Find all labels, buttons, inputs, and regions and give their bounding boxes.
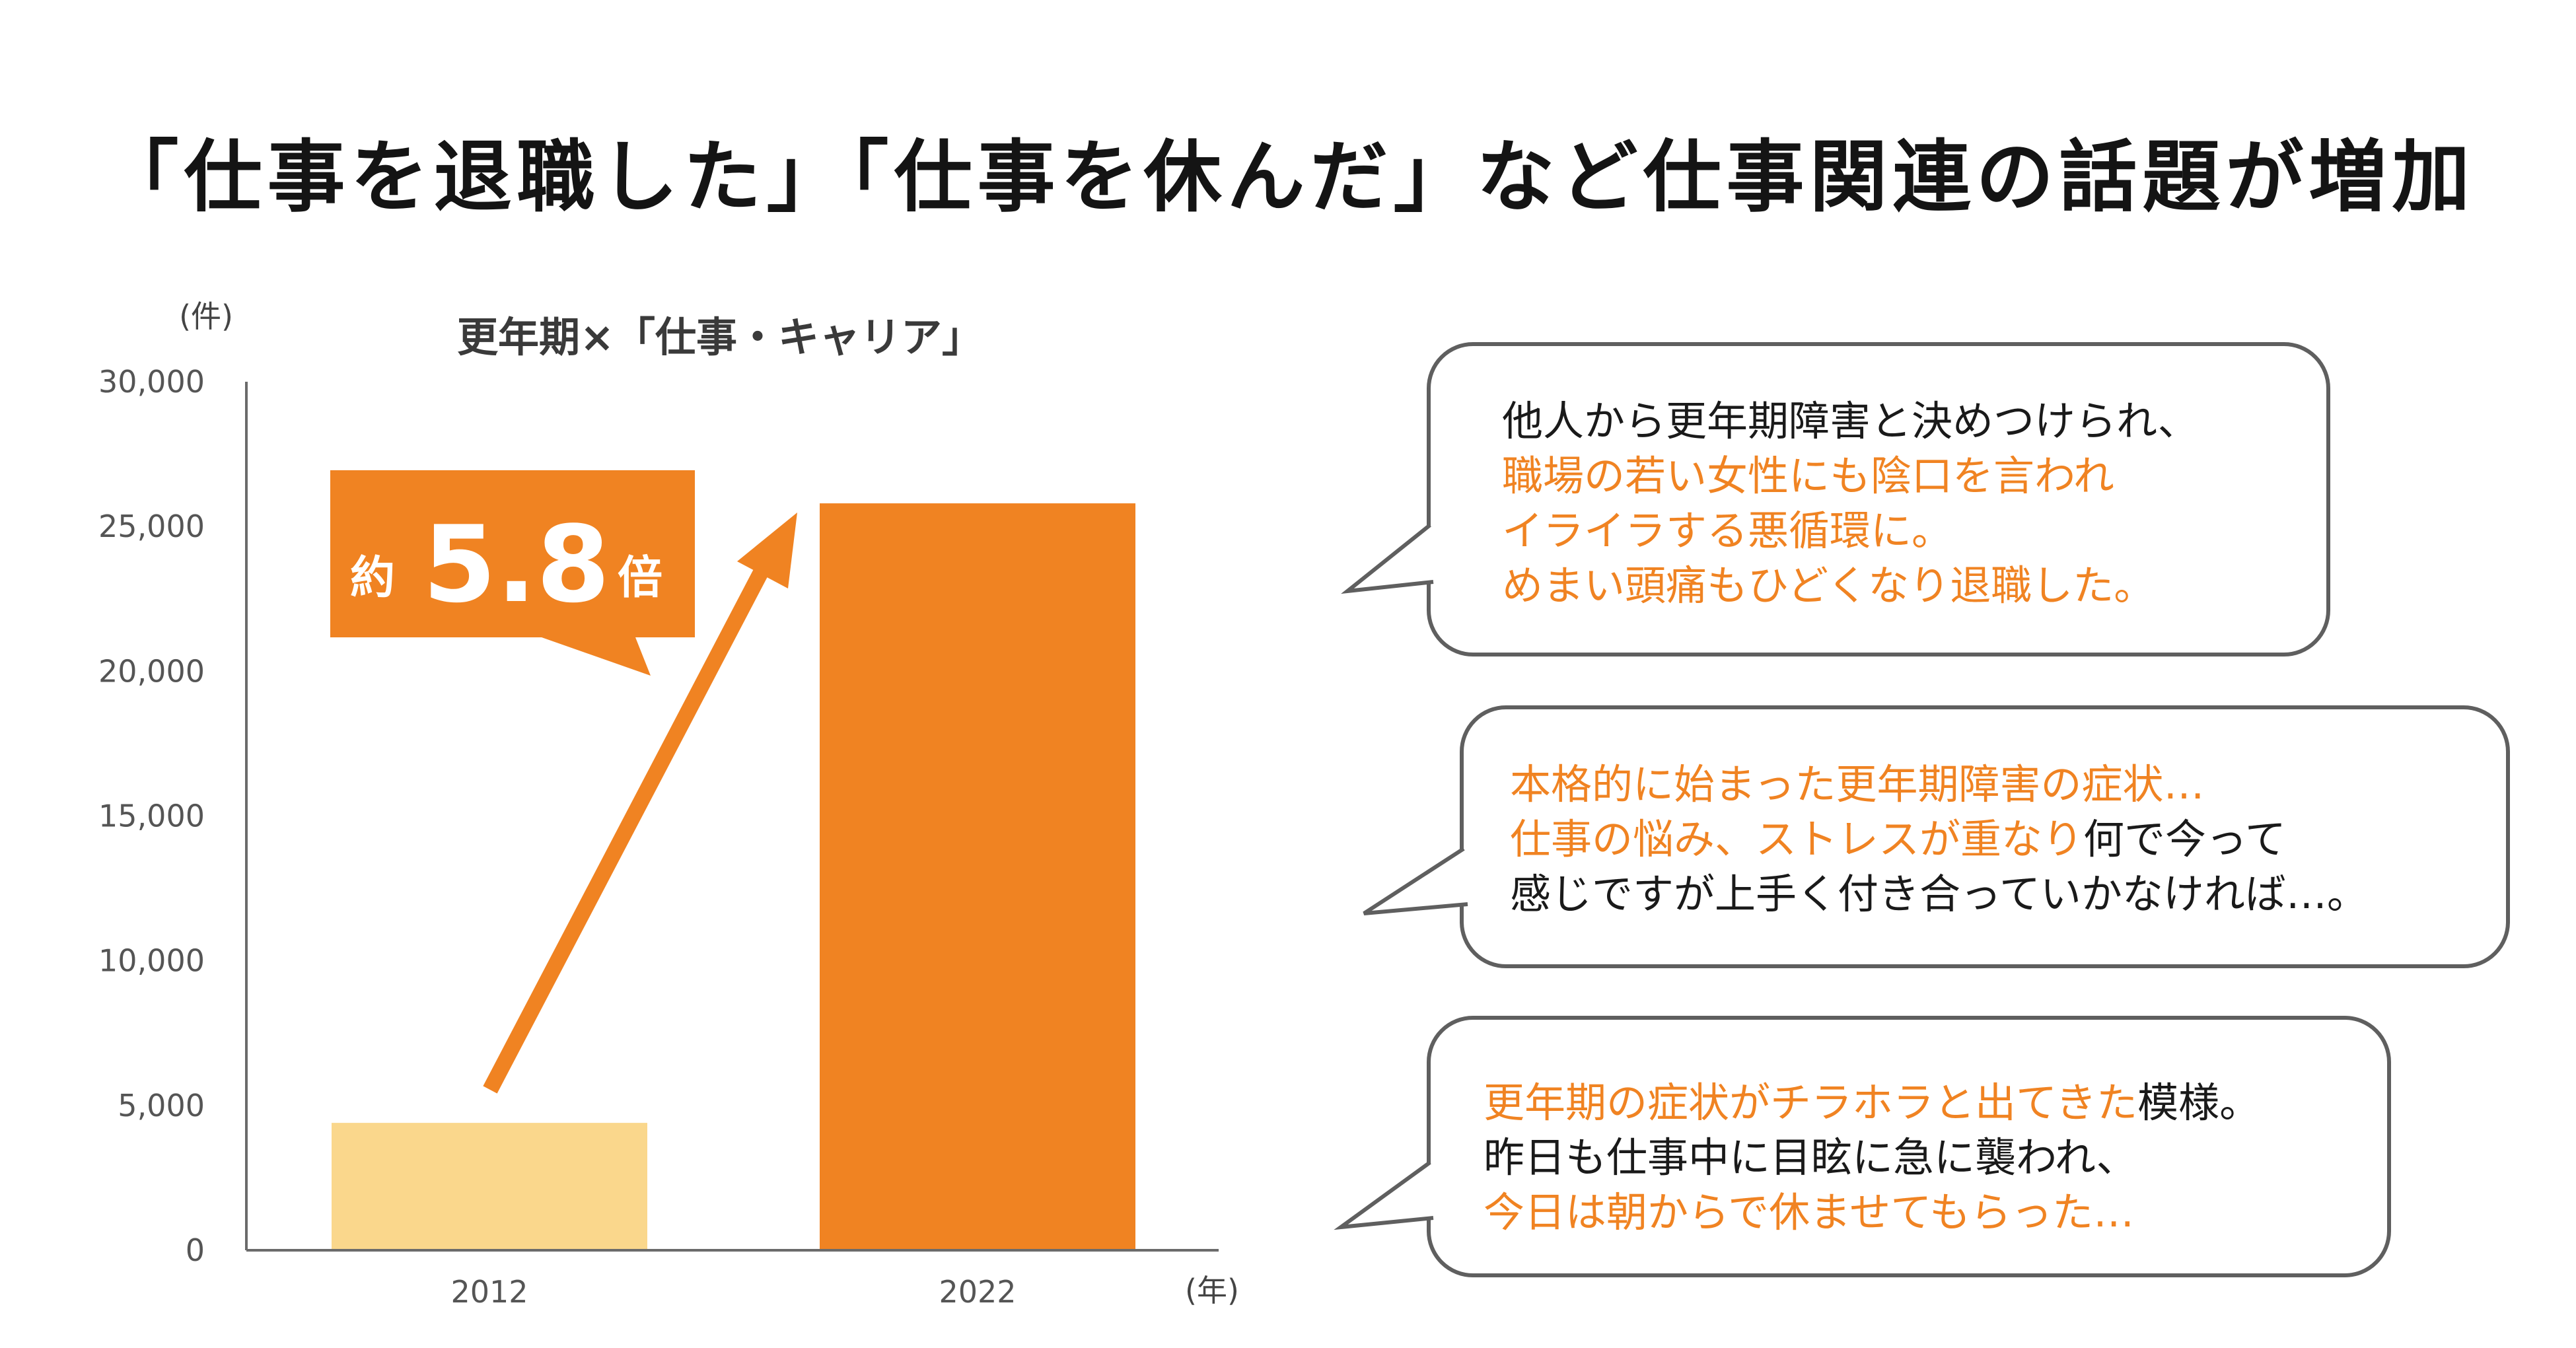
bubble-text-segment: 仕事の悩み、ストレスが重なり	[1510, 815, 2084, 863]
bubble-line: めまい頭痛もひどくなり退職した。	[1502, 558, 2199, 613]
speech-bubble-3: 更年期の症状がチラホラと出てきた模様。 昨日も仕事中に目眩に急に襲われ、 今日は朝か…	[1427, 1016, 2391, 1277]
y-tick-label: 10,000	[98, 943, 205, 979]
bubble-text-segment: めまい頭痛もひどくなり退職した。	[1502, 561, 2155, 610]
bubble-text-segment: 模様。	[2137, 1079, 2261, 1127]
bar-chart: 0 5,000 10,000 15,000 20,000 25,000 30,000 201…	[98, 299, 1239, 1310]
bubble-line: 更年期の症状がチラホラと出てきた模様。	[1484, 1075, 2260, 1130]
bubble-line: 職場の若い女性にも陰口を言われ	[1502, 448, 2199, 503]
y-tick-label: 30,000	[98, 364, 205, 400]
y-tick-label: 5,000	[118, 1088, 205, 1123]
bubble-line: 他人から更年期障害と決めつけられ、	[1502, 394, 2199, 448]
bubble-1-text: 他人から更年期障害と決めつけられ、 職場の若い女性にも陰口を言われ イライラする悪循…	[1502, 394, 2199, 613]
growth-arrow-shaft	[483, 561, 772, 1094]
bubble-text-segment: イライラする悪循環に。	[1502, 507, 1953, 555]
bubble-text-segment: 他人から更年期障害と決めつけられ、	[1502, 397, 2199, 445]
chart-title: 更年期×「仕事・キャリア」	[457, 313, 983, 361]
bubble-line: 仕事の悩み、ストレスが重なり何で今って	[1510, 812, 2368, 867]
bubble-line: 感じですが上手く付き合っていかなければ…。	[1510, 867, 2368, 921]
callout-suffix: 倍	[618, 552, 662, 604]
bubble-text-segment: 職場の若い女性にも陰口を言われ	[1502, 452, 2114, 500]
bubble-line: 今日は朝からで休ませてもらった…	[1484, 1185, 2260, 1240]
callout-prefix: 約	[350, 552, 395, 604]
bar-2022	[820, 503, 1135, 1250]
page-title: 「仕事を退職した」「仕事を休んだ」など仕事関連の話題が増加	[100, 131, 2476, 223]
y-tick-label: 0	[186, 1232, 205, 1268]
bubble-line: 本格的に始まった更年期障害の症状…	[1510, 757, 2368, 812]
bubble-3-text: 更年期の症状がチラホラと出てきた模様。 昨日も仕事中に目眩に急に襲われ、 今日は朝か…	[1484, 1075, 2260, 1240]
y-tick-label: 20,000	[98, 653, 205, 689]
growth-arrow-head	[737, 513, 797, 588]
speech-bubble-1: 他人から更年期障害と決めつけられ、 職場の若い女性にも陰口を言われ イライラする悪循…	[1427, 342, 2330, 656]
callout-value: 5.8	[423, 503, 610, 626]
growth-arrow	[483, 513, 797, 1094]
bubble-text-segment: 本格的に始まった更年期障害の症状…	[1510, 760, 2205, 808]
x-axis-label: (年)	[1185, 1273, 1239, 1308]
y-axis-label: (件)	[179, 299, 233, 334]
multiplier-callout: 約 5.8 倍	[330, 470, 695, 676]
bubble-line: イライラする悪循環に。	[1502, 503, 2199, 558]
speech-bubble-2: 本格的に始まった更年期障害の症状… 仕事の悩み、ストレスが重なり何で今って 感じです…	[1460, 705, 2510, 968]
bubble-text-segment: 感じですが上手く付き合っていかなければ…。	[1510, 870, 2368, 918]
x-tick-label: 2012	[450, 1274, 528, 1310]
x-tick-label: 2022	[939, 1274, 1016, 1310]
bubble-line: 昨日も仕事中に目眩に急に襲われ、	[1484, 1130, 2260, 1185]
bubble-2-text: 本格的に始まった更年期障害の症状… 仕事の悩み、ストレスが重なり何で今って 感じです…	[1510, 757, 2368, 921]
bars	[332, 503, 1135, 1250]
bubble-text-segment: 昨日も仕事中に目眩に急に襲われ、	[1484, 1133, 2137, 1182]
x-axis-tick-labels: 2012 2022	[450, 1274, 1016, 1310]
y-tick-label: 25,000	[98, 509, 205, 544]
bubble-text-segment: 何で今って	[2083, 815, 2286, 863]
bar-2012	[332, 1123, 647, 1250]
bubble-text-segment: 更年期の症状がチラホラと出てきた	[1484, 1079, 2138, 1127]
bubble-text-segment: 今日は朝からで休ませてもらった…	[1484, 1188, 2135, 1236]
callout-box	[330, 470, 695, 676]
y-axis-tick-labels: 0 5,000 10,000 15,000 20,000 25,000 30,000	[98, 364, 205, 1268]
y-tick-label: 15,000	[98, 798, 205, 834]
